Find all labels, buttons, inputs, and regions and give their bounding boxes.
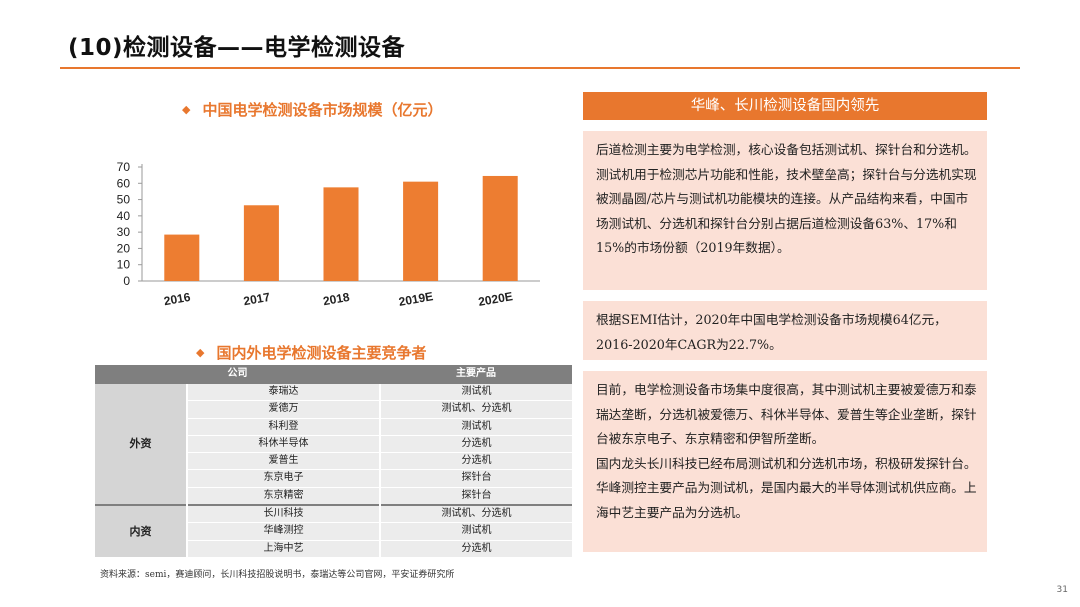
product-cell: 测试机 <box>380 522 572 541</box>
table-row: 科利登 测试机 <box>95 418 572 436</box>
competitor-table: 公司 主要产品 外资 泰瑞达 测试机 爱德万 测试机、分选机 科利登 测试机 科… <box>95 365 572 558</box>
bar <box>243 205 279 281</box>
source-note: 资料来源：semi，赛迪顾问，长川科技招股说明书，泰瑞达等公司官网，平安证券研究… <box>100 570 455 580</box>
x-tick-label: 2020E <box>477 289 514 309</box>
y-tick-label: 70 <box>117 160 131 174</box>
y-tick-label: 10 <box>117 258 131 272</box>
product-cell: 探针台 <box>380 469 572 488</box>
company-cell: 东京电子 <box>187 469 381 488</box>
company-cell: 泰瑞达 <box>187 384 381 402</box>
title-divider <box>60 67 1020 69</box>
y-tick-label: 40 <box>117 209 131 223</box>
y-tick-label: 50 <box>117 193 131 207</box>
table-row: 内资 长川科技 测试机、分选机 <box>95 504 572 558</box>
bar <box>403 181 439 281</box>
chart-heading: ◆ 中国电学检测设备市场规模（亿元） <box>182 99 442 120</box>
company-cell: 长川科技 <box>187 504 381 524</box>
analysis-box-structure: 后道检测主要为电学检测，核心设备包括测试机、探针台和分选机。测试机用于检测芯片功… <box>583 131 987 290</box>
product-cell: 测试机、分选机 <box>380 400 572 419</box>
table-row: 爱普生 分选机 <box>95 452 572 471</box>
bar <box>323 187 359 281</box>
product-cell: 测试机 <box>380 418 572 436</box>
analysis-box-market-size: 根据SEMI估计，2020年中国电学检测设备市场规模64亿元，2016-2020… <box>583 301 987 360</box>
company-cell: 爱德万 <box>187 400 381 419</box>
y-tick-label: 0 <box>123 274 130 288</box>
bar <box>482 175 518 281</box>
market-size-bar-chart: 0 10 20 30 40 50 60 70 2016 2017 2018 2019E 2020E <box>117 160 540 309</box>
diamond-bullet-icon: ◆ <box>182 103 191 116</box>
company-cell: 上海中艺 <box>187 540 381 558</box>
y-tick-label: 30 <box>117 225 131 239</box>
page-number: 31 <box>1056 585 1068 595</box>
table-row: 东京精密 探针台 <box>95 487 572 506</box>
y-tick-label: 60 <box>117 176 131 190</box>
product-cell: 分选机 <box>380 540 572 558</box>
diamond-bullet-icon: ◆ <box>196 346 205 359</box>
product-cell: 探针台 <box>380 487 572 506</box>
company-cell: 爱普生 <box>187 452 381 471</box>
group-label-domestic: 内资 <box>95 504 188 558</box>
product-cell: 测试机、分选机 <box>380 504 572 524</box>
x-tick-label: 2017 <box>242 290 271 308</box>
product-cell: 测试机 <box>380 384 572 402</box>
table-row: 上海中艺 分选机 <box>95 540 572 558</box>
analysis-box-competition: 目前，电学检测设备市场集中度很高，其中测试机主要被爱德万和泰瑞达垄断，分选机被爱… <box>583 371 987 552</box>
table-row: 爱德万 测试机、分选机 <box>95 400 572 419</box>
table-header-product: 主要产品 <box>380 365 572 384</box>
company-cell: 华峰测控 <box>187 522 381 541</box>
x-tick-label: 2019E <box>398 289 435 309</box>
company-cell: 科利登 <box>187 418 381 436</box>
x-tick-label: 2016 <box>163 290 192 308</box>
chart-heading-text: 中国电学检测设备市场规模（亿元） <box>202 101 443 119</box>
table-row: 华峰测控 测试机 <box>95 522 572 541</box>
analysis-text: 国内龙头长川科技已经布局测试机和分选机市场，积极研发探针台。华峰测控主要产品为测… <box>596 455 977 520</box>
table-heading-text: 国内外电学检测设备主要竞争者 <box>216 344 427 362</box>
table-row: 科休半导体 分选机 <box>95 435 572 454</box>
analysis-text: 根据SEMI估计，2020年中国电学检测设备市场规模64亿元，2016-2020… <box>596 312 947 352</box>
bar <box>164 234 200 281</box>
table-heading: ◆ 国内外电学检测设备主要竞争者 <box>196 342 426 363</box>
y-tick-label: 20 <box>117 241 131 255</box>
analysis-text: 目前，电学检测设备市场集中度很高，其中测试机主要被爱德万和泰瑞达垄断，分选机被爱… <box>596 382 977 446</box>
product-cell: 分选机 <box>380 435 572 454</box>
table-row: 东京电子 探针台 <box>95 469 572 488</box>
company-cell: 东京精密 <box>187 487 381 506</box>
group-label-foreign: 外资 <box>95 384 188 506</box>
analysis-text: 后道检测主要为电学检测，核心设备包括测试机、探针台和分选机。测试机用于检测芯片功… <box>596 142 977 255</box>
table-header-company: 公司 <box>95 365 380 384</box>
panel-heading: 华峰、长川检测设备国内领先 <box>583 92 987 120</box>
product-cell: 分选机 <box>380 452 572 471</box>
x-tick-label: 2018 <box>322 290 351 308</box>
company-cell: 科休半导体 <box>187 435 381 454</box>
table-row: 外资 泰瑞达 测试机 <box>95 384 572 506</box>
page-title: (10)检测设备——电学检测设备 <box>68 35 406 61</box>
